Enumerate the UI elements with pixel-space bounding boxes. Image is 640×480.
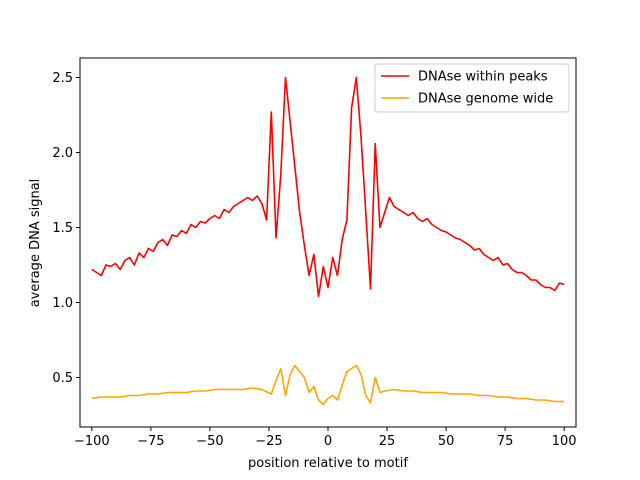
x-tick-label: 75 (497, 434, 514, 449)
x-tick-label: 100 (552, 434, 577, 449)
x-tick-label: −100 (74, 434, 110, 449)
y-tick-label: 2.0 (52, 146, 73, 161)
x-axis: −100 −75 −50 −25 0 25 50 75 100 (74, 427, 577, 449)
y-tick-label: 0.5 (52, 371, 73, 386)
x-tick-label: −25 (255, 434, 282, 449)
x-tick-label: −75 (137, 434, 164, 449)
x-axis-label: position relative to motif (248, 456, 408, 471)
y-tick-label: 2.5 (52, 71, 73, 86)
y-axis-label: average DNA signal (28, 179, 43, 308)
legend-label: DNAse within peaks (418, 70, 548, 85)
legend-label: DNAse genome wide (418, 92, 553, 107)
x-tick-label: −50 (196, 434, 223, 449)
x-tick-label: 0 (324, 434, 332, 449)
y-axis: 0.5 1.0 1.5 2.0 2.5 (52, 71, 80, 386)
y-tick-label: 1.5 (52, 221, 73, 236)
legend: DNAse within peaks DNAse genome wide (374, 63, 570, 113)
y-tick-label: 1.0 (52, 296, 73, 311)
legend-box (374, 63, 570, 113)
series-line-genome-wide (91, 364, 565, 406)
plot-area (79, 57, 577, 428)
plot-frame (79, 57, 577, 428)
series-line-within-peaks (91, 76, 565, 298)
x-tick-label: 25 (379, 434, 396, 449)
x-tick-label: 50 (438, 434, 455, 449)
